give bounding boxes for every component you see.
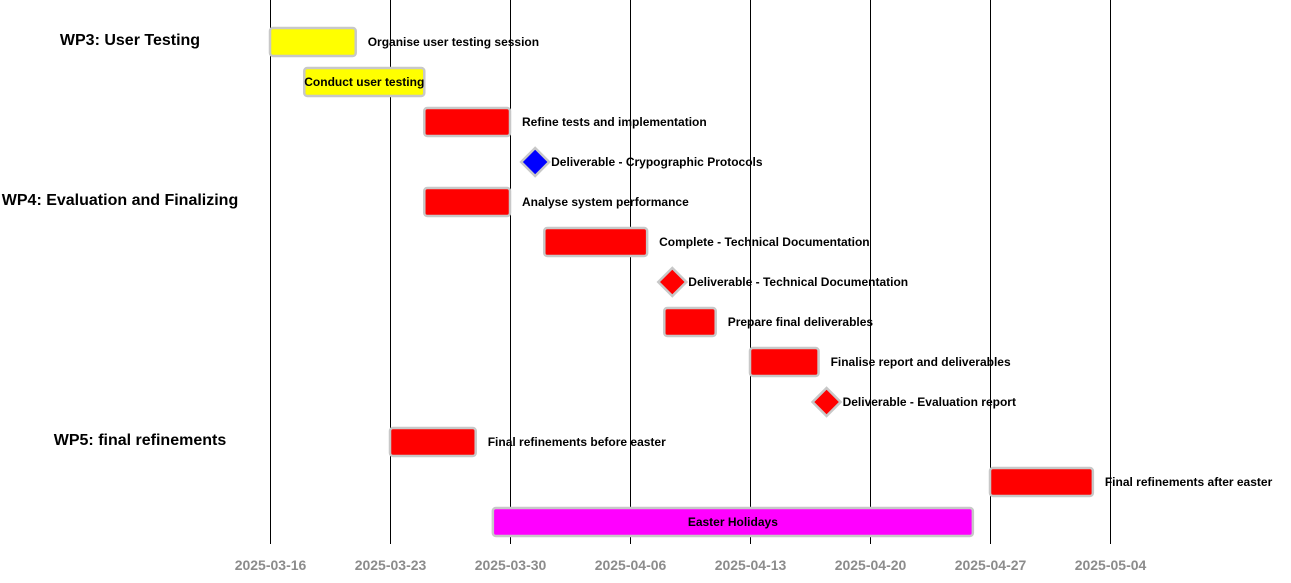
milestone-diamond — [656, 266, 689, 298]
milestone-label: Deliverable - Technical Documentation — [688, 275, 908, 289]
x-tick-label: 2025-04-13 — [715, 557, 787, 573]
x-tick-label: 2025-04-06 — [595, 557, 667, 573]
tasks: Organise user testing session Conduct use… — [268, 26, 1273, 538]
group-labels: WP3: User Testing WP4: Evaluation and Fin… — [2, 32, 238, 449]
milestone-label: Deliverable - Evaluation report — [843, 395, 1016, 409]
task-label: Final refinements after easter — [1105, 475, 1273, 489]
x-tick-label: 2025-03-23 — [355, 557, 427, 573]
task-bar — [491, 506, 975, 538]
task-label: Conduct user testing — [304, 75, 424, 89]
task-bar — [988, 466, 1095, 498]
work-package-label: WP4: Evaluation and Finalizing — [2, 192, 238, 209]
task-label: Easter Holidays — [688, 515, 778, 529]
milestone-diamond — [519, 146, 551, 178]
task-label: Prepare final deliverables — [728, 315, 874, 329]
task-bar — [423, 106, 512, 138]
x-tick-label: 2025-03-16 — [235, 557, 307, 573]
task-label: Complete - Technical Documentation — [659, 235, 869, 249]
x-axis-ticks: 2025-03-16 2025-03-23 2025-03-30 2025-04-06… — [235, 557, 1147, 573]
task-bar — [303, 66, 426, 98]
task-label: Analyse system performance — [522, 195, 689, 209]
work-package-label: WP5: final refinements — [54, 432, 227, 449]
x-tick-label: 2025-03-30 — [475, 557, 547, 573]
task-label: Final refinements before easter — [488, 435, 666, 449]
x-tick-label: 2025-04-27 — [955, 557, 1027, 573]
task-label: Refine tests and implementation — [522, 115, 707, 129]
task-bar — [543, 226, 649, 258]
work-package-label: WP3: User Testing — [60, 32, 200, 49]
task-bar — [268, 26, 357, 58]
task-bar — [388, 426, 477, 458]
milestone-label: Deliverable - Crypographic Protocols — [551, 155, 763, 169]
task-bar — [748, 346, 820, 378]
task-label: Finalise report and deliverables — [831, 355, 1011, 369]
x-tick-label: 2025-05-04 — [1075, 557, 1147, 573]
milestone-diamond — [810, 386, 843, 418]
task-bar — [423, 186, 512, 218]
task-label: Organise user testing session — [368, 35, 539, 49]
x-tick-label: 2025-04-20 — [835, 557, 907, 573]
task-bar — [663, 306, 717, 338]
